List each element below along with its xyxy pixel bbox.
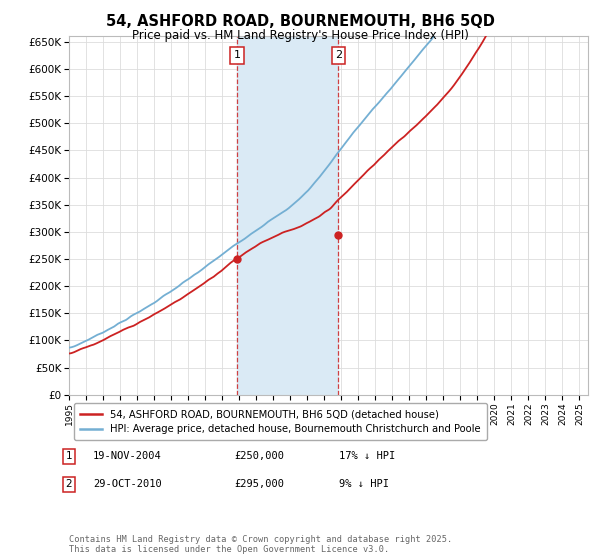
Text: 2: 2: [335, 50, 342, 60]
Text: 54, ASHFORD ROAD, BOURNEMOUTH, BH6 5QD: 54, ASHFORD ROAD, BOURNEMOUTH, BH6 5QD: [106, 14, 494, 29]
Text: 17% ↓ HPI: 17% ↓ HPI: [339, 451, 395, 461]
Text: Price paid vs. HM Land Registry's House Price Index (HPI): Price paid vs. HM Land Registry's House …: [131, 29, 469, 42]
Text: 19-NOV-2004: 19-NOV-2004: [93, 451, 162, 461]
Text: 1: 1: [65, 451, 73, 461]
Text: £295,000: £295,000: [234, 479, 284, 489]
Text: 29-OCT-2010: 29-OCT-2010: [93, 479, 162, 489]
Legend: 54, ASHFORD ROAD, BOURNEMOUTH, BH6 5QD (detached house), HPI: Average price, det: 54, ASHFORD ROAD, BOURNEMOUTH, BH6 5QD (…: [74, 403, 487, 440]
Text: £250,000: £250,000: [234, 451, 284, 461]
Text: Contains HM Land Registry data © Crown copyright and database right 2025.
This d: Contains HM Land Registry data © Crown c…: [69, 535, 452, 554]
Bar: [237, 36, 338, 395]
Text: 1: 1: [233, 50, 241, 60]
Text: 2: 2: [65, 479, 73, 489]
Text: 9% ↓ HPI: 9% ↓ HPI: [339, 479, 389, 489]
